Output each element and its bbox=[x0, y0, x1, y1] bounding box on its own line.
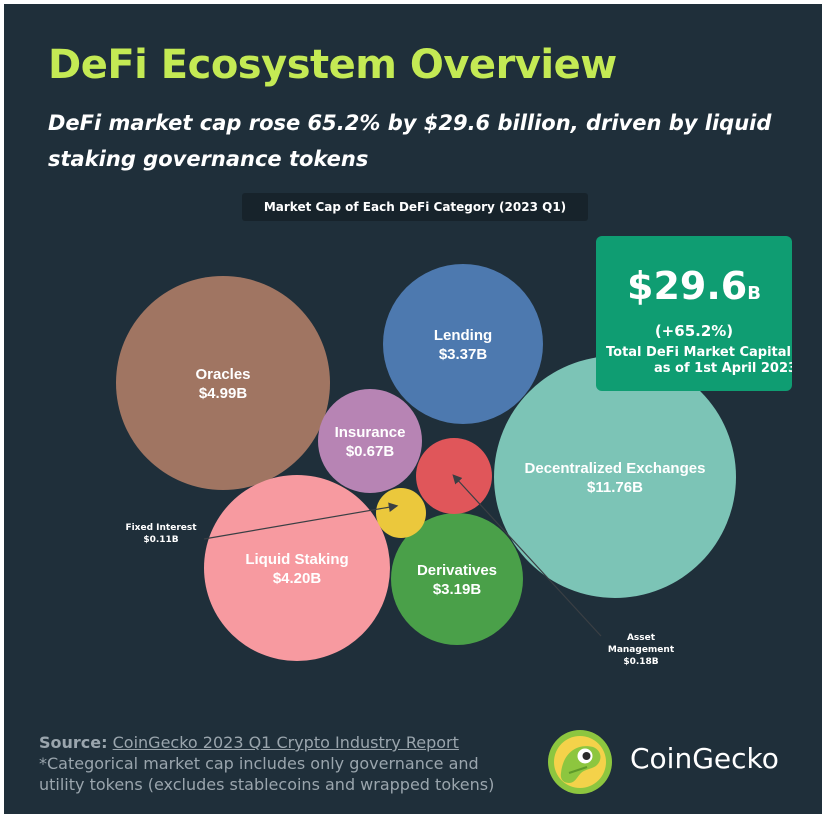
total-market-cap-label: Total DeFi Market Capitalization as of 1… bbox=[606, 345, 792, 377]
bubble-label-liquid-staking: Liquid Staking bbox=[245, 551, 348, 568]
bubble-value-insurance: $0.67B bbox=[346, 443, 395, 460]
callout-value-asset-management: $0.18B bbox=[623, 657, 658, 667]
bubble-value-oracles: $4.99B bbox=[199, 385, 248, 402]
page-title: DeFi Ecosystem Overview bbox=[48, 42, 617, 88]
bubble-value-liquid-staking: $4.20B bbox=[273, 570, 322, 587]
source-label: Source: bbox=[39, 733, 108, 752]
chart-title: Market Cap of Each DeFi Category (2023 Q… bbox=[242, 193, 588, 221]
bubble-label-insurance: Insurance bbox=[335, 424, 406, 441]
bubble-lending bbox=[383, 264, 543, 424]
callout-label-asset-management-0: Asset bbox=[627, 633, 656, 643]
callout-value-fixed-interest: $0.11B bbox=[143, 535, 178, 545]
bubble-label-derivatives: Derivatives bbox=[417, 562, 497, 579]
bubble-label-lending: Lending bbox=[434, 327, 492, 344]
total-market-cap-change: (+65.2%) bbox=[654, 322, 734, 340]
bubble-derivatives bbox=[391, 513, 523, 645]
bubble-chart: Decentralized Exchanges $11.76B Oracles $4.… bbox=[116, 264, 736, 667]
infographic: DeFi Ecosystem Overview DeFi market cap … bbox=[4, 4, 822, 814]
bubble-value-decentralized-exchanges: $11.76B bbox=[587, 479, 643, 496]
callout-label-fixed-interest-0: Fixed Interest bbox=[125, 523, 197, 533]
callout-line-fixed-interest bbox=[203, 502, 399, 540]
total-value-unit: B bbox=[747, 283, 761, 304]
bubble-value-lending: $3.37B bbox=[439, 346, 488, 363]
bubble-oracles bbox=[116, 276, 330, 490]
total-label-line1: Total DeFi Market Capitalization bbox=[606, 345, 792, 360]
page-subtitle: DeFi market cap rose 65.2% by $29.6 bill… bbox=[48, 111, 772, 171]
bubble-label-oracles: Oracles bbox=[195, 366, 250, 383]
bubble-value-derivatives: $3.19B bbox=[433, 581, 482, 598]
brand-name: CoinGecko bbox=[630, 742, 779, 775]
callout-line-asset-management bbox=[452, 474, 602, 637]
source-link[interactable]: CoinGecko 2023 Q1 Crypto Industry Report bbox=[112, 733, 459, 752]
total-market-cap-card: $29.6B (+65.2%) Total DeFi Market Capita… bbox=[596, 236, 792, 391]
total-value-number: $29.6 bbox=[627, 264, 748, 308]
gecko-logo-icon bbox=[548, 730, 612, 794]
callout-label-asset-management-1: Management bbox=[608, 645, 675, 655]
total-label-line2: as of 1st April 2023* bbox=[654, 361, 792, 376]
bubble-liquid-staking bbox=[204, 475, 390, 661]
footer-notes: Source: CoinGecko 2023 Q1 Crypto Industr… bbox=[39, 732, 519, 795]
bubble-fixed-interest bbox=[376, 488, 426, 538]
bubble-insurance bbox=[318, 389, 422, 493]
bubble-label-decentralized-exchanges: Decentralized Exchanges bbox=[525, 460, 706, 477]
bubble-decentralized-exchanges bbox=[494, 356, 736, 598]
footnote: *Categorical market cap includes only go… bbox=[39, 754, 495, 794]
total-market-cap-value: $29.6B bbox=[596, 264, 792, 308]
